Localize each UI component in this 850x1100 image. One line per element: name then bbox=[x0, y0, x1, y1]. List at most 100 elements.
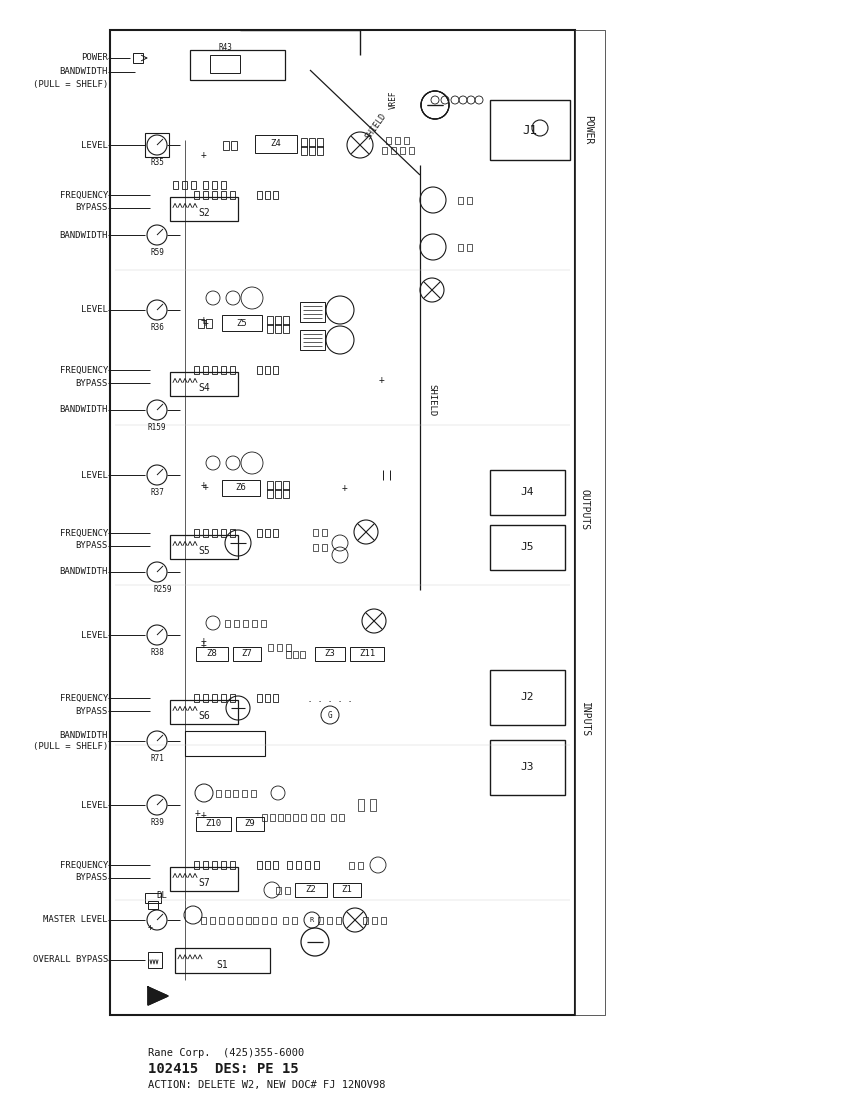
Bar bbox=[301, 650, 305, 658]
Bar bbox=[198, 319, 204, 328]
Text: FREQUENCY: FREQUENCY bbox=[60, 693, 108, 703]
Text: R71: R71 bbox=[150, 754, 164, 763]
Bar bbox=[203, 182, 208, 189]
Bar bbox=[382, 146, 387, 154]
Text: J2: J2 bbox=[520, 692, 534, 702]
Bar bbox=[267, 481, 273, 490]
Text: Rane Corp.  (425)355-6000: Rane Corp. (425)355-6000 bbox=[148, 1048, 304, 1058]
Bar bbox=[236, 817, 264, 830]
Polygon shape bbox=[148, 987, 168, 1005]
Bar bbox=[467, 243, 472, 251]
Text: FREQUENCY: FREQUENCY bbox=[60, 190, 108, 199]
Bar bbox=[258, 366, 263, 374]
Text: Z10: Z10 bbox=[206, 820, 222, 828]
Bar bbox=[212, 694, 218, 702]
Text: MASTER LEVEL: MASTER LEVEL bbox=[43, 915, 108, 924]
Bar bbox=[400, 146, 405, 154]
Text: VREF: VREF bbox=[388, 91, 398, 109]
Bar bbox=[337, 916, 342, 924]
Bar bbox=[265, 529, 270, 537]
Bar bbox=[203, 694, 208, 702]
Bar bbox=[315, 647, 345, 661]
Text: (PULL = SHELF): (PULL = SHELF) bbox=[33, 79, 108, 88]
Text: -: - bbox=[328, 698, 332, 704]
Bar bbox=[275, 488, 281, 497]
Bar bbox=[211, 916, 216, 924]
Bar bbox=[133, 53, 143, 63]
Bar bbox=[271, 916, 276, 924]
Bar bbox=[173, 182, 178, 189]
Bar bbox=[285, 887, 290, 893]
Bar bbox=[233, 647, 261, 661]
Bar bbox=[490, 100, 570, 160]
Text: Z2: Z2 bbox=[306, 886, 316, 894]
Text: R36: R36 bbox=[150, 323, 164, 332]
Bar bbox=[234, 619, 239, 627]
Bar bbox=[279, 814, 284, 821]
Text: FREQUENCY: FREQUENCY bbox=[60, 365, 108, 374]
Bar bbox=[372, 916, 377, 924]
Bar bbox=[212, 366, 218, 374]
Bar bbox=[305, 861, 310, 869]
Text: +: + bbox=[342, 483, 348, 493]
Text: FREQUENCY: FREQUENCY bbox=[60, 860, 108, 869]
Bar bbox=[358, 799, 364, 811]
Text: LEVEL: LEVEL bbox=[81, 306, 108, 315]
Text: +: + bbox=[203, 482, 209, 492]
Bar bbox=[222, 366, 226, 374]
Text: LEVEL: LEVEL bbox=[81, 801, 108, 810]
Bar bbox=[234, 790, 239, 796]
Bar bbox=[258, 191, 263, 199]
Text: Z7: Z7 bbox=[241, 649, 252, 659]
Bar bbox=[219, 916, 224, 924]
Text: ACTION: DELETE W2, NEW DOC# FJ 12NOV98: ACTION: DELETE W2, NEW DOC# FJ 12NOV98 bbox=[148, 1080, 386, 1090]
Bar bbox=[358, 861, 363, 869]
Bar bbox=[170, 197, 238, 221]
Bar bbox=[222, 861, 226, 869]
Bar bbox=[230, 861, 235, 869]
Bar bbox=[370, 799, 376, 811]
Bar bbox=[270, 814, 275, 821]
Bar bbox=[350, 647, 384, 661]
Text: R259: R259 bbox=[154, 585, 173, 594]
Bar bbox=[216, 790, 221, 796]
Bar bbox=[196, 817, 231, 830]
Text: +: + bbox=[379, 375, 385, 385]
Text: J3: J3 bbox=[520, 762, 534, 772]
Text: Z8: Z8 bbox=[207, 649, 218, 659]
Text: Z1: Z1 bbox=[342, 886, 353, 894]
Bar bbox=[252, 619, 258, 627]
Bar bbox=[317, 138, 323, 146]
Bar bbox=[195, 529, 200, 537]
Text: -: - bbox=[308, 698, 312, 704]
Bar bbox=[382, 916, 387, 924]
Bar bbox=[490, 740, 565, 795]
Bar bbox=[252, 790, 257, 796]
Text: R159: R159 bbox=[148, 424, 167, 432]
Bar bbox=[231, 141, 237, 150]
Text: INPUTS: INPUTS bbox=[580, 703, 590, 738]
Bar bbox=[229, 916, 234, 924]
Bar bbox=[276, 887, 281, 893]
Bar bbox=[405, 136, 410, 143]
Bar bbox=[277, 644, 282, 650]
Bar bbox=[295, 883, 327, 896]
Bar bbox=[196, 647, 228, 661]
Text: Z4: Z4 bbox=[270, 140, 281, 148]
Text: +: + bbox=[201, 636, 207, 646]
Bar bbox=[283, 481, 289, 490]
Bar bbox=[222, 529, 226, 537]
Bar bbox=[296, 861, 301, 869]
Bar bbox=[314, 861, 319, 869]
Bar bbox=[265, 191, 270, 199]
Text: OVERALL BYPASS: OVERALL BYPASS bbox=[33, 956, 108, 965]
Bar bbox=[265, 861, 270, 869]
Bar bbox=[269, 644, 274, 650]
Text: SHIELD: SHIELD bbox=[427, 384, 436, 416]
Text: R35: R35 bbox=[150, 158, 164, 167]
Bar bbox=[206, 319, 212, 328]
Bar bbox=[391, 146, 396, 154]
Bar bbox=[170, 700, 238, 724]
Text: +: + bbox=[201, 640, 207, 650]
Text: Z9: Z9 bbox=[245, 820, 255, 828]
